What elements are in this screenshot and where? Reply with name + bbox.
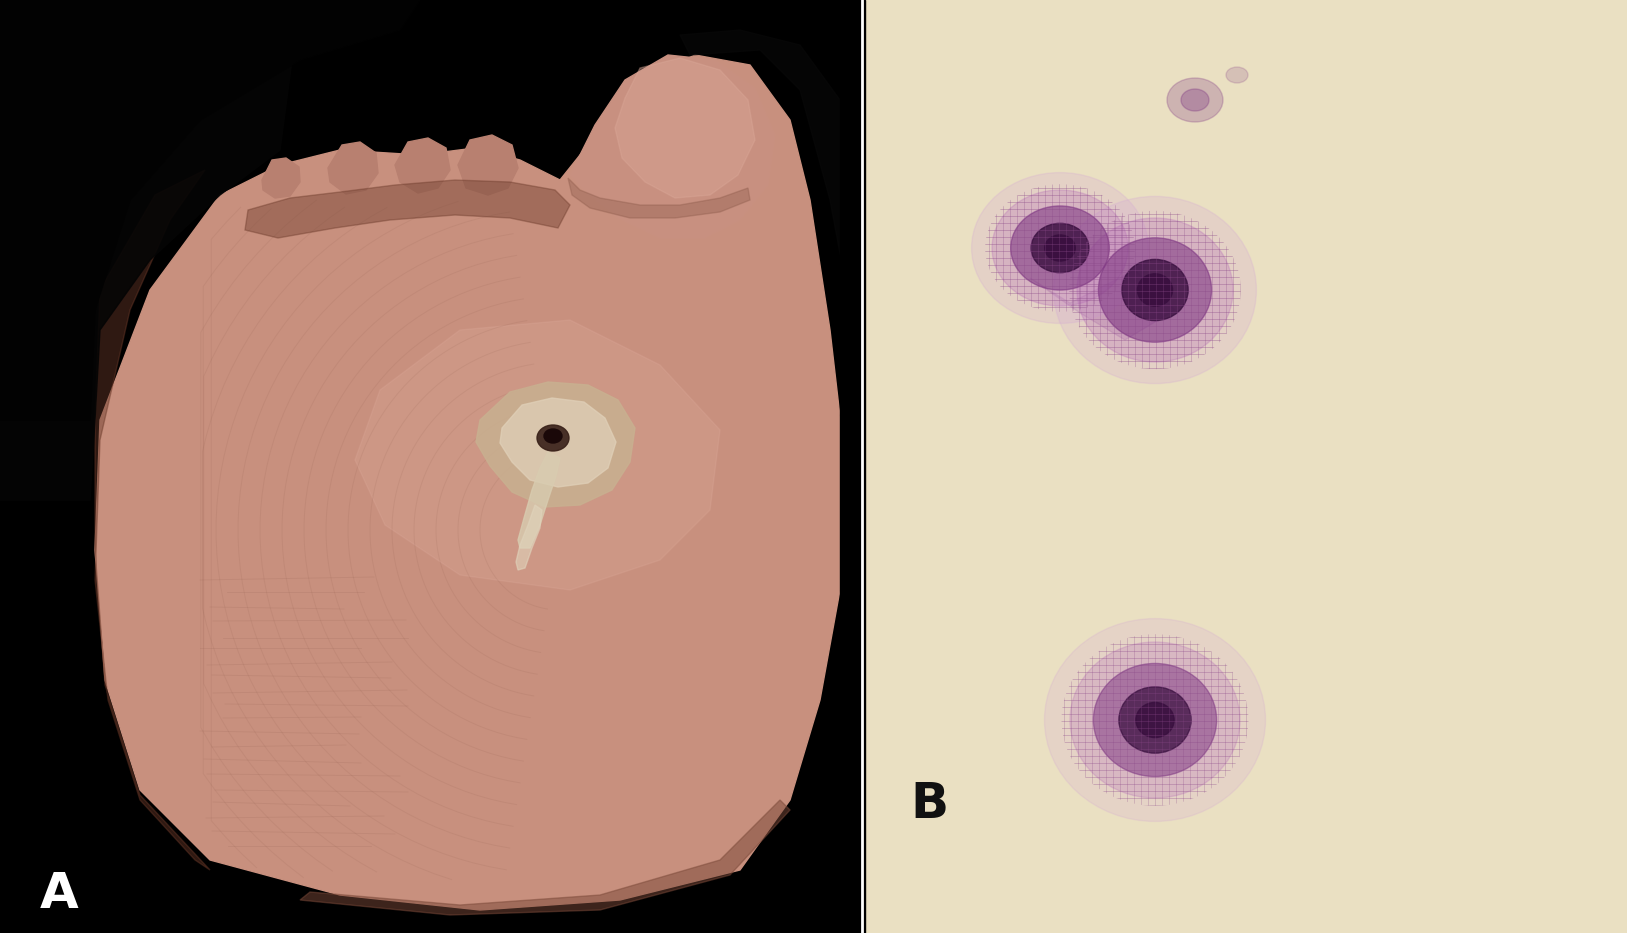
Polygon shape: [262, 158, 299, 198]
Ellipse shape: [1032, 223, 1088, 272]
Polygon shape: [299, 800, 791, 915]
Bar: [0, 0, 299, 400]
Polygon shape: [329, 142, 377, 194]
Polygon shape: [457, 135, 517, 195]
Ellipse shape: [1227, 67, 1248, 83]
Ellipse shape: [1119, 687, 1191, 753]
Polygon shape: [517, 452, 560, 548]
Polygon shape: [569, 55, 774, 238]
Bar: [840, 0, 866, 933]
Polygon shape: [615, 58, 755, 198]
Polygon shape: [246, 180, 569, 238]
Polygon shape: [568, 178, 750, 218]
Polygon shape: [94, 55, 844, 910]
Ellipse shape: [1045, 619, 1266, 821]
Ellipse shape: [543, 429, 561, 443]
Ellipse shape: [971, 173, 1149, 324]
Ellipse shape: [992, 190, 1128, 306]
Text: B: B: [909, 780, 949, 828]
Bar: [862, 0, 1627, 933]
Ellipse shape: [1071, 642, 1240, 798]
Ellipse shape: [1098, 238, 1212, 342]
Polygon shape: [0, 0, 420, 420]
Polygon shape: [94, 170, 210, 870]
Ellipse shape: [1123, 259, 1188, 321]
Ellipse shape: [1045, 235, 1075, 261]
Polygon shape: [0, 0, 299, 500]
Ellipse shape: [1010, 206, 1110, 290]
Polygon shape: [499, 398, 617, 487]
Polygon shape: [1030, 270, 1175, 340]
Ellipse shape: [1181, 89, 1209, 111]
Polygon shape: [395, 138, 451, 193]
Ellipse shape: [1136, 703, 1175, 738]
Polygon shape: [355, 320, 721, 590]
Ellipse shape: [1093, 663, 1217, 776]
Ellipse shape: [1054, 197, 1256, 383]
Polygon shape: [516, 505, 542, 570]
Polygon shape: [680, 30, 861, 300]
Ellipse shape: [1077, 218, 1233, 362]
Text: A: A: [41, 870, 78, 918]
Ellipse shape: [1137, 273, 1173, 306]
Ellipse shape: [537, 425, 569, 451]
Polygon shape: [477, 382, 635, 507]
Bar: [0, 0, 862, 933]
Ellipse shape: [1167, 78, 1224, 122]
